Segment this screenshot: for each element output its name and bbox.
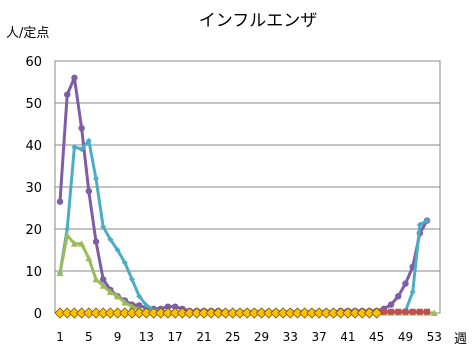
- series-group: [55, 75, 438, 318]
- data-point: [93, 176, 99, 182]
- x-tick-label: 33: [283, 330, 298, 344]
- data-point: [86, 188, 92, 194]
- series-1: [57, 75, 430, 315]
- x-tick-label: 49: [398, 330, 413, 344]
- data-point: [64, 226, 70, 232]
- chart-title: インフルエンザ: [199, 11, 318, 31]
- series-line: [60, 78, 427, 312]
- y-tick-label: 0: [34, 307, 42, 322]
- y-tick-label: 50: [25, 97, 42, 112]
- data-point: [424, 309, 430, 315]
- data-point: [402, 280, 408, 286]
- x-tick-label: 13: [139, 330, 154, 344]
- data-point: [57, 199, 63, 205]
- x-tick-label: 45: [369, 330, 384, 344]
- x-tick-label: 37: [311, 330, 326, 344]
- x-axis-label: 週: [454, 332, 467, 347]
- x-tick-label: 53: [427, 330, 442, 344]
- data-point: [388, 309, 394, 315]
- x-tick-label: 9: [114, 330, 122, 344]
- y-tick-label: 30: [25, 181, 42, 196]
- series-5: [55, 308, 382, 318]
- x-tick-label: 21: [196, 330, 211, 344]
- x-tick-label: 25: [225, 330, 240, 344]
- data-point: [402, 309, 408, 315]
- y-tick-label: 20: [25, 223, 42, 238]
- data-point: [100, 276, 106, 282]
- data-point: [417, 309, 423, 315]
- data-point: [388, 301, 394, 307]
- data-point: [71, 75, 77, 81]
- data-point: [64, 91, 70, 97]
- y-tick-labels: 0 10 20 30 40 50 60: [25, 55, 42, 322]
- y-tick-label: 60: [25, 55, 42, 70]
- data-point: [381, 309, 387, 315]
- data-point: [395, 293, 401, 299]
- data-point: [93, 238, 99, 244]
- x-tick-label: 1: [56, 330, 64, 344]
- x-tick-label: 29: [254, 330, 269, 344]
- x-tick-label: 17: [168, 330, 183, 344]
- y-axis-label: 人/定点: [6, 26, 49, 41]
- series-line: [60, 141, 427, 313]
- data-point: [395, 309, 401, 315]
- y-tick-label: 40: [25, 139, 42, 154]
- y-tick-label: 10: [25, 265, 42, 280]
- x-tick-label: 5: [85, 330, 93, 344]
- gridlines: [55, 61, 440, 313]
- data-point: [410, 309, 416, 315]
- x-tick-label: 41: [340, 330, 355, 344]
- x-tick-labels: 1 5 9 13 17 21 25 29 33 37 41 45 49 53: [56, 330, 442, 344]
- data-point: [78, 125, 84, 131]
